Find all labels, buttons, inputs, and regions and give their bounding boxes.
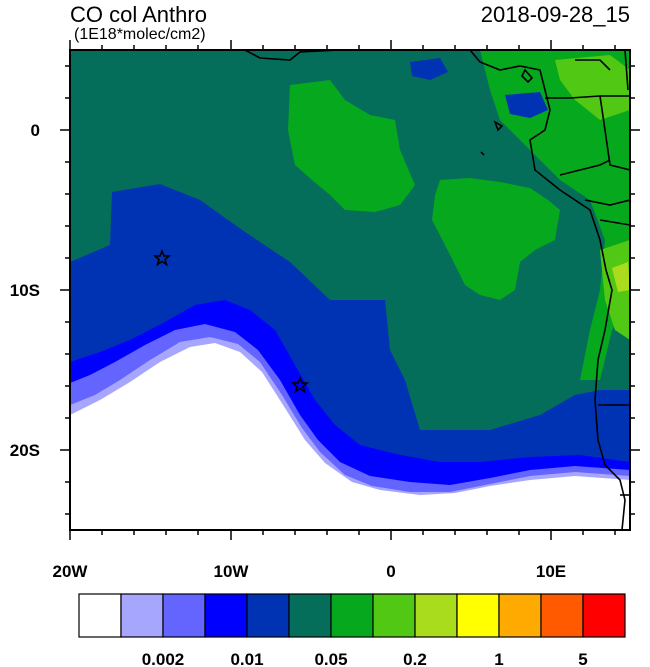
colorbar-swatch: [120, 593, 164, 638]
y-tick-label: 20S: [10, 441, 40, 460]
y-tick-label: 10S: [10, 281, 40, 300]
colorbar-label: 0.002: [142, 650, 185, 667]
map-plot-area: [70, 50, 630, 530]
field-yellowgreen-spot: [612, 262, 630, 292]
colorbar-swatch: [288, 593, 332, 638]
tick-marks: [60, 40, 640, 540]
colorbar-label: 1: [494, 650, 503, 667]
colorbar: [78, 593, 626, 638]
colorbar-label: 0.01: [230, 650, 263, 667]
colorbar-swatch: [246, 593, 290, 638]
colorbar-swatch: [204, 593, 248, 638]
colorbar-swatch: [582, 593, 626, 638]
colorbar-swatch: [456, 593, 500, 638]
field-white-region: [70, 343, 630, 530]
field-green-blob-north: [288, 80, 415, 212]
field-green-coast: [480, 50, 630, 380]
colorbar-swatch: [540, 593, 584, 638]
coastline: [244, 50, 630, 530]
colorbar-swatch: [372, 593, 416, 638]
x-tick-label: 0: [386, 562, 395, 581]
x-tick-label: 10W: [214, 562, 250, 581]
y-tick-label: 0: [31, 121, 40, 140]
field-darkblue-north-patch: [410, 58, 448, 80]
timestamp-label: 2018-09-28_15: [480, 2, 630, 27]
field-lightgreen-patch-1: [555, 55, 630, 120]
field-darkblue-gulf-patch: [505, 92, 548, 118]
field-green-blob-east: [432, 178, 560, 300]
colorbar-swatch: [414, 593, 458, 638]
colorbar-swatch: [498, 593, 542, 638]
star-marker: [152, 248, 172, 267]
colorbar-labels: 0.002 0.01 0.05 0.2 1 5: [142, 650, 588, 667]
star-marker: [290, 375, 310, 394]
plot-title: CO col Anthro: [70, 2, 207, 27]
units-label: (1E18*molec/cm2): [74, 26, 206, 43]
colorbar-swatch: [330, 593, 374, 638]
x-tick-label: 20W: [53, 562, 89, 581]
colorbar-label: 0.2: [403, 650, 427, 667]
colorbar-swatch: [162, 593, 206, 638]
x-tick-label: 10E: [536, 562, 566, 581]
colorbar-label: 0.05: [314, 650, 347, 667]
colorbar-swatch: [78, 593, 122, 638]
colorbar-label: 5: [578, 650, 587, 667]
